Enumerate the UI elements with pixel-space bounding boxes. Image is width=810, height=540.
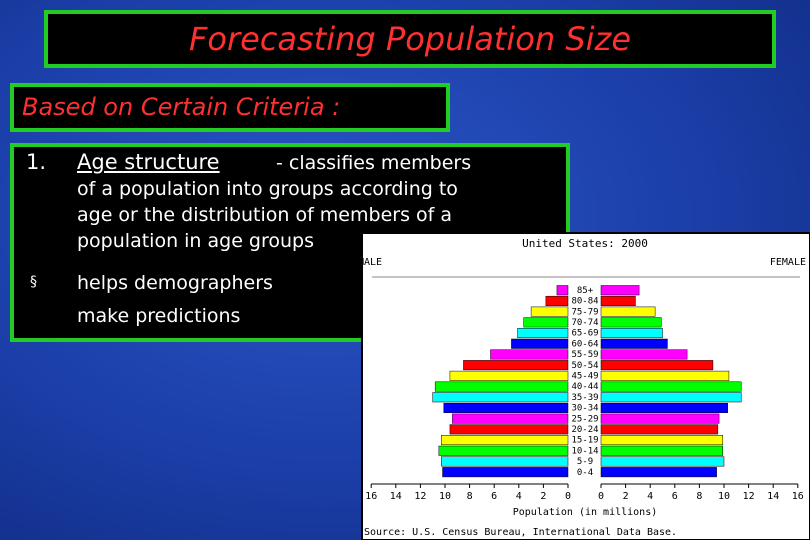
subtitle-box: Based on Certain Criteria : [10,83,450,132]
x-tick-label: 8 [467,491,473,502]
bar [600,467,717,478]
bar [556,285,569,296]
x-tick-label: 0 [598,491,604,502]
source: Source: U.S. Census Bureau, Internationa… [364,527,677,538]
text-line: make predictions [77,305,241,327]
bar [600,370,730,381]
age-label: 50-54 [571,361,598,371]
age-label: 15-19 [571,436,598,446]
bar [600,456,725,467]
left-label: MALE [358,257,382,268]
bar [463,360,569,371]
bar [530,306,569,317]
x-tick-label: 4 [647,491,653,502]
x-tick-label: 6 [491,491,497,502]
x-tick-label: 2 [623,491,629,502]
bar [600,435,724,446]
x-tick-label: 12 [414,491,426,502]
age-label: 60-64 [571,339,598,349]
age-label: 35-39 [571,393,598,403]
age-label: 0-4 [577,468,593,478]
bar [452,413,569,424]
age-label: 40-44 [571,382,598,392]
bar [449,424,569,435]
bar [432,392,569,403]
title: Forecasting Population Size [188,20,632,58]
age-label: 80-84 [571,297,598,307]
bar [600,328,663,339]
bar [511,338,569,349]
age-label: 45-49 [571,371,598,381]
bar [600,295,636,306]
title-box: Forecasting Population Size [44,10,776,68]
bar [441,456,569,467]
x-axis-label: Population (in millions) [513,507,658,518]
age-label: 20-24 [571,425,598,435]
age-label: 10-14 [571,446,598,456]
bar [443,402,569,413]
bar [600,317,662,328]
subtitle: Based on Certain Criteria : [22,93,341,121]
age-label: 70-74 [571,318,598,328]
point-number: 1. [26,150,47,174]
x-tick-label: 14 [767,491,779,502]
x-tick-label: 12 [743,491,755,502]
bar [442,467,569,478]
x-tick-label: 10 [718,491,730,502]
text-line: helps demographers [77,272,273,294]
bullet: § [30,274,37,290]
text-line: of a population into groups according to [77,178,458,200]
bar [600,381,742,392]
bar [600,424,719,435]
bar [449,370,569,381]
age-label: 55-59 [571,350,598,360]
age-label: 85+ [577,286,594,296]
bar [490,349,569,360]
bar [600,402,728,413]
x-tick-label: 0 [565,491,571,502]
x-tick-label: 8 [696,491,702,502]
x-tick-label: 4 [516,491,522,502]
age-label: 75-79 [571,307,598,317]
x-tick-label: 6 [672,491,678,502]
bar [438,445,569,456]
x-tick-label: 14 [390,491,402,502]
age-label: 30-34 [571,404,598,414]
bar [600,445,724,456]
bar [600,392,742,403]
x-tick-label: 16 [365,491,377,502]
chart-title: United States: 2000 [522,237,648,250]
age-label: 65-69 [571,329,598,339]
bar [441,435,569,446]
bar [600,306,656,317]
bar [523,317,569,328]
age-label: 25-29 [571,414,598,424]
term: Age structure [77,150,220,174]
text-line: age or the distribution of members of a [77,204,452,226]
bar [600,338,668,349]
x-tick-label: 2 [540,491,546,502]
text-line: - classifies members [276,152,472,174]
bar [600,413,720,424]
x-tick-label: 16 [792,491,804,502]
age-label: 5-9 [577,457,593,467]
bar [545,295,569,306]
right-label: FEMALE [770,257,806,268]
text-line: population in age groups [77,230,315,252]
bar [600,360,714,371]
bar [600,285,640,296]
bar [517,328,569,339]
bar [434,381,569,392]
bar [600,349,688,360]
x-tick-label: 10 [439,491,451,502]
